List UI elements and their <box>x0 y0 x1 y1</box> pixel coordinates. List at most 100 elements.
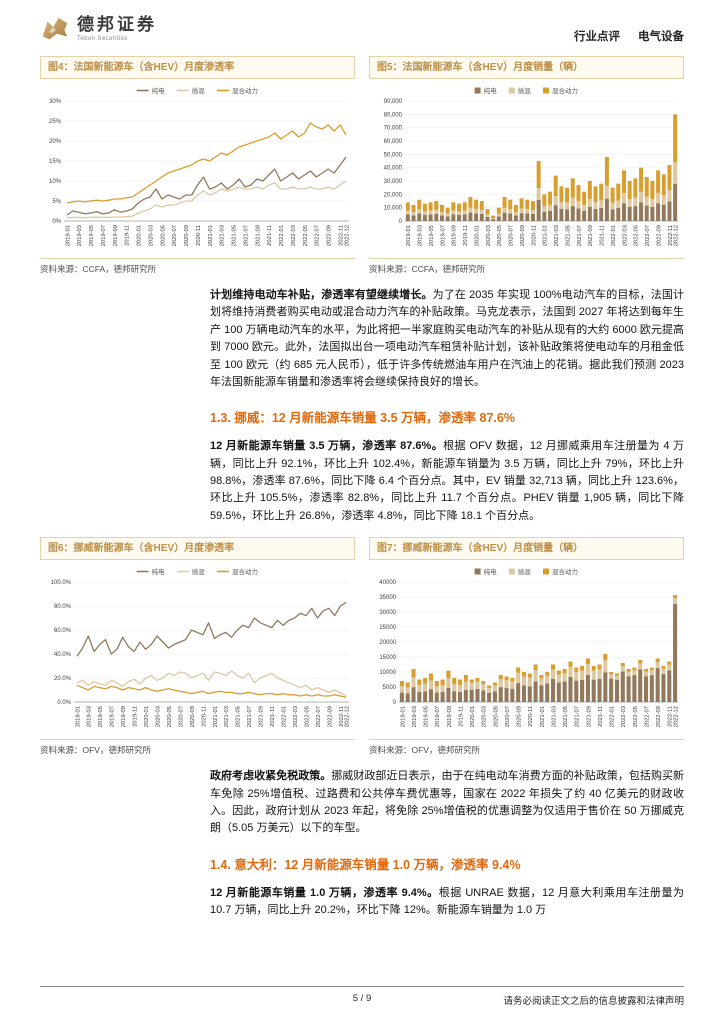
brand-name-en: Tebon Securities <box>77 35 128 42</box>
brand-name: 德邦证券 <box>77 15 157 35</box>
svg-text:2021-01: 2021-01 <box>208 225 214 246</box>
svg-text:2021-05: 2021-05 <box>563 706 569 727</box>
paragraph-italy-text: 根据 UNRAE 数据，12 月意大利乘用车注册量为 10.7 万辆，同比上升 … <box>210 886 684 916</box>
svg-text:40,000: 40,000 <box>384 166 403 172</box>
brand-text: 德邦证券 Tebon Securities <box>77 15 157 42</box>
paragraph-norway-tax: 政府考虑收紧免税政策。挪威财政部近日表示，由于在纯电动车消费方面的补贴政策，包括… <box>210 768 684 838</box>
svg-text:2020-11: 2020-11 <box>528 706 534 727</box>
section-heading-1-3: 1.3. 挪威：12 月新能源车销量 3.5 万辆，渗透率 87.6% <box>210 411 515 426</box>
svg-text:2022-05: 2022-05 <box>303 225 309 246</box>
svg-text:2019-09: 2019-09 <box>447 706 453 727</box>
svg-text:2019-03: 2019-03 <box>87 706 93 727</box>
svg-text:2019-11: 2019-11 <box>125 225 131 246</box>
svg-text:插混: 插混 <box>192 567 206 576</box>
header-tags: 行业点评 电气设备 <box>574 14 684 44</box>
svg-text:90,000: 90,000 <box>384 99 403 105</box>
svg-text:2022-12: 2022-12 <box>345 706 351 727</box>
figure-5-title: 图5：法国新能源车（含HEV）月度销量（辆） <box>369 56 684 79</box>
svg-text:2019-07: 2019-07 <box>435 706 441 727</box>
figure-row-1: 图4：法国新能源车（含HEV）月度渗透率 0% 5% 10% 15% 20% 25% 30%… <box>40 56 684 275</box>
svg-text:2022-05: 2022-05 <box>304 706 310 727</box>
svg-text:2020-09: 2020-09 <box>517 706 523 727</box>
svg-text:60.0%: 60.0% <box>54 628 72 634</box>
svg-text:2019-11: 2019-11 <box>133 706 139 727</box>
svg-text:2022-09: 2022-09 <box>327 225 333 246</box>
svg-text:5%: 5% <box>52 199 61 205</box>
svg-text:2021-03: 2021-03 <box>554 225 560 246</box>
svg-text:2019-05: 2019-05 <box>89 225 95 246</box>
svg-text:2020-09: 2020-09 <box>184 225 190 246</box>
svg-text:2020-11: 2020-11 <box>201 706 207 727</box>
svg-text:2020-05: 2020-05 <box>160 225 166 246</box>
paragraph-norway-tax-text: 挪威财政部近日表示，由于在纯电动车消费方面的补贴政策，包括购买新车免除 25%增… <box>210 770 685 835</box>
svg-text:2020-07: 2020-07 <box>505 706 511 727</box>
svg-text:2021-03: 2021-03 <box>220 225 226 246</box>
figure-7-title: 图7：挪威新能源车（含HEV）月度销量（辆） <box>369 537 684 561</box>
section-heading-1-4: 1.4. 意大利：12 月新能源车销量 1.0 万辆，渗透率 9.4% <box>210 857 521 872</box>
svg-text:混合动力: 混合动力 <box>552 567 578 576</box>
svg-text:2022-07: 2022-07 <box>644 706 650 727</box>
svg-text:80,000: 80,000 <box>384 112 403 118</box>
figure-6-source: 资料来源：OFV，德邦研究所 <box>40 745 151 756</box>
svg-text:2022-09: 2022-09 <box>656 706 662 727</box>
svg-text:2019-01: 2019-01 <box>400 706 406 727</box>
svg-text:2019-07: 2019-07 <box>440 225 446 246</box>
svg-text:2022-01: 2022-01 <box>611 225 617 246</box>
svg-text:20%: 20% <box>49 139 62 145</box>
svg-text:2022-03: 2022-03 <box>622 225 628 246</box>
svg-text:2021-07: 2021-07 <box>575 706 581 727</box>
svg-text:2021-11: 2021-11 <box>270 706 276 727</box>
svg-text:2020-03: 2020-03 <box>155 706 161 727</box>
figure-4-title: 图4：法国新能源车（含HEV）月度渗透率 <box>40 56 355 79</box>
svg-text:2021-05: 2021-05 <box>565 225 571 246</box>
svg-text:2021-05: 2021-05 <box>236 706 242 727</box>
svg-text:2021-09: 2021-09 <box>588 225 594 246</box>
svg-text:5000: 5000 <box>383 685 397 691</box>
svg-text:2022-03: 2022-03 <box>291 225 297 246</box>
industry-label: 电气设备 <box>638 31 684 43</box>
svg-text:2020-07: 2020-07 <box>172 225 178 246</box>
svg-text:2021-01: 2021-01 <box>543 225 549 246</box>
brand-logo: 德邦证券 Tebon Securities <box>40 14 157 44</box>
svg-text:0: 0 <box>399 219 403 225</box>
svg-text:2019-03: 2019-03 <box>77 225 83 246</box>
svg-text:2022-01: 2022-01 <box>610 706 616 727</box>
svg-text:2022-12: 2022-12 <box>674 225 680 246</box>
svg-text:2021-09: 2021-09 <box>586 706 592 727</box>
svg-text:35000: 35000 <box>379 595 396 601</box>
svg-text:混合动力: 混合动力 <box>552 86 578 95</box>
svg-text:纯电: 纯电 <box>484 86 498 95</box>
body-column-2: 政府考虑收紧免税政策。挪威财政部近日表示，由于在纯电动车消费方面的补贴政策，包括… <box>210 768 684 919</box>
doc-type-label: 行业点评 <box>574 31 620 43</box>
svg-text:2021-11: 2021-11 <box>598 706 604 727</box>
svg-text:混合动力: 混合动力 <box>232 567 258 576</box>
svg-text:70,000: 70,000 <box>384 126 403 132</box>
report-page: 德邦证券 Tebon Securities 行业点评 电气设备 图4：法国新能源… <box>40 14 684 919</box>
paragraph-france-text: 为了在 2035 年实现 100%电动汽车的目标，法国计划将维持消费者购买电动或… <box>210 289 684 388</box>
svg-text:100.0%: 100.0% <box>51 580 72 586</box>
svg-text:20,000: 20,000 <box>384 192 403 198</box>
svg-text:2021-07: 2021-07 <box>243 225 249 246</box>
paragraph-france: 计划维持电动车补贴，渗透率有望继续增长。为了在 2035 年实现 100%电动汽… <box>210 287 684 391</box>
svg-text:2019-07: 2019-07 <box>101 225 107 246</box>
svg-text:2022-05: 2022-05 <box>634 225 640 246</box>
svg-text:50,000: 50,000 <box>384 152 403 158</box>
fig6-svg: 0.0% 20.0% 40.0% 60.0% 80.0% 100.0% 2019-01 201… <box>51 567 351 727</box>
svg-text:2019-03: 2019-03 <box>418 225 424 246</box>
svg-text:2019-01: 2019-01 <box>406 225 412 246</box>
svg-text:混合动力: 混合动力 <box>232 86 258 95</box>
svg-text:0%: 0% <box>52 219 61 225</box>
svg-text:2022-11: 2022-11 <box>668 225 674 246</box>
svg-text:60,000: 60,000 <box>384 139 403 145</box>
figure-4-source: 资料来源：CCFA，德邦研究所 <box>40 264 157 274</box>
paragraph-france-lead: 计划维持电动车补贴，渗透率有望继续增长。 <box>210 289 433 301</box>
svg-text:2020-01: 2020-01 <box>474 225 480 246</box>
figure-6-title: 图6：挪威新能源车（含HEV）月度渗透率 <box>40 537 355 561</box>
fig4-svg: 0% 5% 10% 15% 20% 25% 30% 2019-01 2019-03 2019-05… <box>49 86 350 246</box>
svg-text:插混: 插混 <box>518 567 532 576</box>
svg-text:0: 0 <box>393 700 397 706</box>
svg-text:2020-01: 2020-01 <box>470 706 476 727</box>
svg-text:纯电: 纯电 <box>152 567 166 576</box>
svg-text:纯电: 纯电 <box>484 567 498 576</box>
svg-text:2019-11: 2019-11 <box>458 706 464 727</box>
